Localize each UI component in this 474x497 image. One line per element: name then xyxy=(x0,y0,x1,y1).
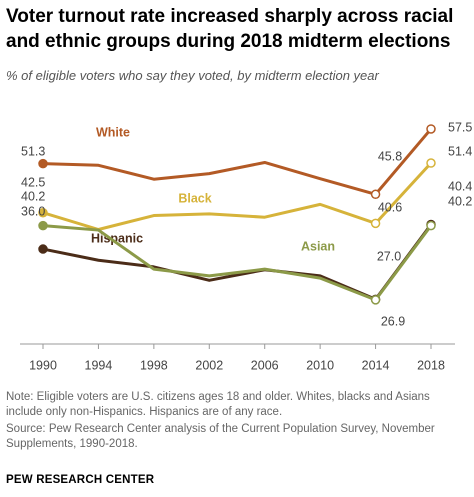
series-line xyxy=(42,127,433,196)
value-label: 36.0 xyxy=(21,204,45,218)
value-label: 51.4 xyxy=(448,144,472,158)
chart-subtitle: % of eligible voters who say they voted,… xyxy=(6,68,379,83)
point-marker xyxy=(370,189,381,200)
point-marker xyxy=(38,244,48,254)
x-tick-label: 1994 xyxy=(85,358,113,372)
note: Note: Eligible voters are U.S. citizens … xyxy=(6,391,430,418)
x-tick-label: 1990 xyxy=(29,358,57,372)
value-label: 26.9 xyxy=(381,314,405,328)
point-marker xyxy=(370,218,381,229)
point-marker xyxy=(370,295,381,305)
series-line xyxy=(42,224,433,302)
value-label: 40.2 xyxy=(21,189,45,203)
brand: PEW RESEARCH CENTER xyxy=(6,474,155,486)
point-marker xyxy=(38,207,48,218)
value-label: 51.3 xyxy=(21,144,45,158)
chart-title: Voter turnout rate increased sharply acr… xyxy=(6,6,454,52)
point-marker xyxy=(38,220,48,231)
value-label: 42.5 xyxy=(21,175,45,189)
source: Source: Pew Research Center analysis of … xyxy=(6,423,435,450)
series-label: White xyxy=(96,125,130,139)
point-marker xyxy=(426,220,436,231)
value-label: 45.8 xyxy=(378,149,402,163)
value-label: 40.4 xyxy=(448,179,472,193)
point-marker xyxy=(38,158,48,169)
series-label: Asian xyxy=(301,239,335,253)
series-label: Black xyxy=(178,191,211,205)
x-tick-label: 2014 xyxy=(362,358,390,372)
value-label: 57.5 xyxy=(448,120,472,134)
value-label: 27.0 xyxy=(377,249,401,263)
x-tick-label: 2006 xyxy=(251,358,279,372)
x-tick-label: 2018 xyxy=(417,358,445,372)
point-marker xyxy=(426,124,436,134)
value-label: 40.6 xyxy=(378,200,402,214)
point-marker xyxy=(426,158,436,168)
x-tick-label: 2010 xyxy=(306,358,334,372)
value-label: 40.2 xyxy=(448,194,472,208)
series-line xyxy=(42,162,433,231)
x-tick-label: 1998 xyxy=(140,358,168,372)
x-tick-label: 2002 xyxy=(195,358,223,372)
